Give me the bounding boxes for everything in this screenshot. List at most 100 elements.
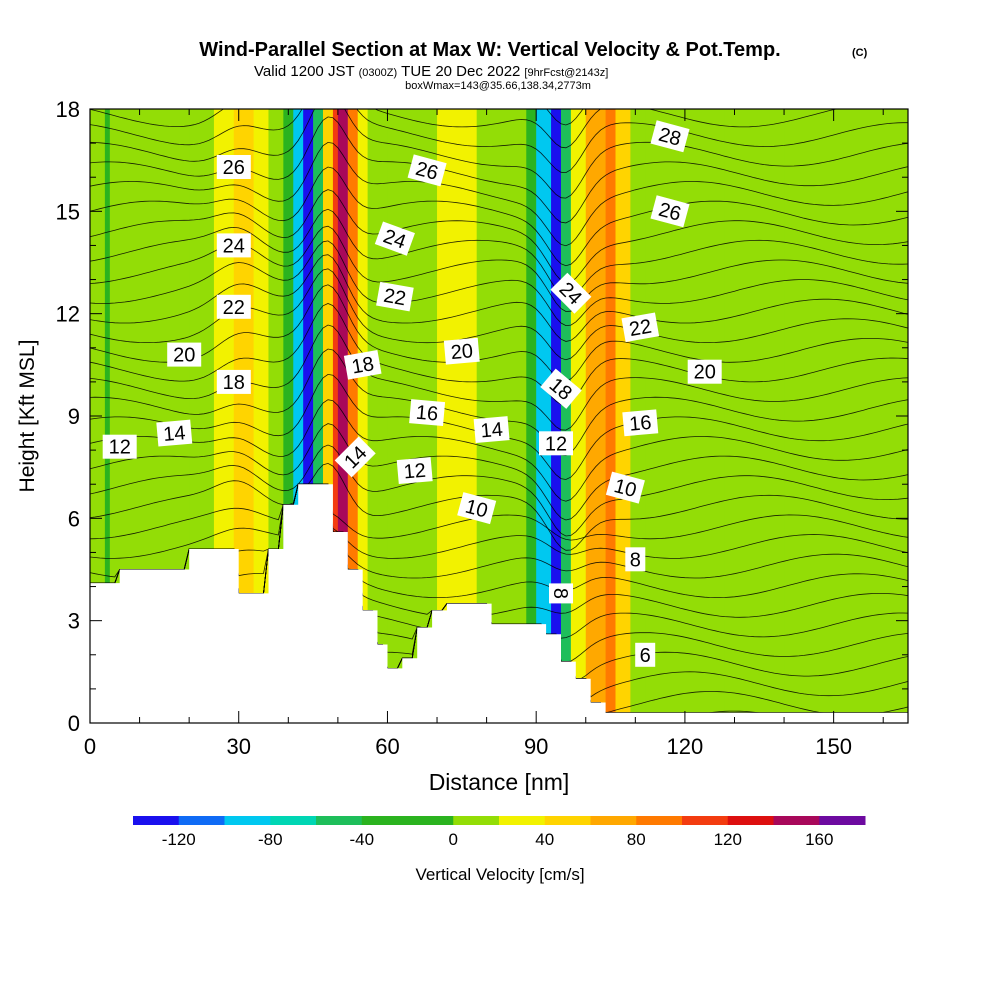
- velocity-band: [303, 109, 314, 723]
- colorbar-label: Vertical Velocity [cm/s]: [415, 865, 584, 884]
- x-tick-label: 120: [667, 734, 704, 759]
- contour-label: 12: [539, 431, 573, 456]
- contour-label-box: [622, 409, 659, 437]
- isentrope: [90, 483, 908, 559]
- velocity-band: [551, 109, 562, 723]
- isentrope: [90, 462, 908, 551]
- contour-label-box: [167, 342, 202, 367]
- contour-label: 22: [621, 312, 660, 343]
- subtitle-forecast: [9hrFcst@2143z]: [524, 67, 608, 79]
- contour-label: 12: [102, 434, 137, 459]
- contour-label-box: [343, 350, 382, 380]
- contour-label-box: [687, 359, 722, 384]
- colorbar: -120 -80 -40 0 40 80 120 160: [133, 816, 866, 849]
- contour-label: 14: [473, 416, 510, 444]
- velocity-band: [784, 109, 908, 723]
- velocity-band: [283, 109, 294, 723]
- velocity-band: [293, 109, 304, 723]
- contour-label-box: [540, 368, 582, 409]
- isentrope: [90, 92, 908, 105]
- contour-label: 20: [687, 359, 722, 384]
- y-tick-label: 9: [68, 404, 80, 429]
- contour-label-text: 24: [223, 235, 245, 257]
- contour-label: 20: [167, 342, 202, 367]
- contour-label-text: 14: [480, 419, 504, 443]
- colorbar-tick-label: 0: [449, 830, 458, 849]
- colorbar-swatch: [316, 816, 363, 825]
- contour-label-text: 22: [628, 316, 654, 342]
- x-tick-label: 150: [815, 734, 852, 759]
- contour-label: 8: [625, 547, 646, 572]
- contour-label-text: 16: [628, 412, 652, 436]
- isentrope: [90, 166, 908, 267]
- contour-label-box: [334, 436, 376, 478]
- contour-label: 22: [376, 281, 414, 312]
- contour-label-box: [407, 154, 447, 187]
- contour-label-box: [396, 457, 433, 485]
- contour-label-text: 26: [223, 157, 245, 179]
- contour-label-box: [376, 281, 414, 312]
- colorbar-swatch: [178, 816, 225, 825]
- contour-label: 24: [216, 233, 251, 258]
- colorbar-swatch: [773, 816, 820, 825]
- contour-label-text: 18: [223, 372, 245, 394]
- contour-label-box: [621, 312, 660, 343]
- contour-label-text: 20: [173, 345, 195, 367]
- isentrope: [90, 423, 908, 521]
- y-tick-label: 15: [56, 199, 80, 224]
- colorbar-swatch: [727, 816, 774, 825]
- y-tick-label: 12: [56, 302, 80, 327]
- subtitle-box: boxWmax=143@35.66,138.34,2773m: [405, 80, 591, 92]
- contour-label: 20: [443, 337, 480, 365]
- title-units: (C): [852, 47, 868, 59]
- contour-label-text: 20: [694, 362, 716, 384]
- contour-label-text: 8: [630, 549, 641, 571]
- contour-label-text: 18: [350, 353, 376, 379]
- x-axis-label: Distance [nm]: [429, 769, 570, 795]
- colorbar-swatch: [407, 816, 454, 825]
- colorbar-tick-label: 80: [627, 830, 646, 849]
- contour-label: 8: [549, 583, 573, 604]
- contour-label-box: [216, 155, 251, 179]
- contour-label-box: [216, 233, 251, 258]
- contour-label: 14: [156, 419, 193, 447]
- colorbar-tick-label: -120: [162, 830, 196, 849]
- velocity-band: [313, 109, 324, 723]
- contour-label-text: 12: [403, 460, 427, 484]
- velocity-band: [357, 109, 369, 723]
- y-tick-label: 6: [68, 506, 80, 531]
- contour-label: 22: [216, 294, 251, 319]
- colorbar-swatch: [270, 816, 317, 825]
- contour-label-text: 12: [545, 433, 567, 455]
- isentrope: [90, 254, 908, 342]
- colorbar-swatch: [133, 816, 180, 825]
- contour-label-box: [102, 434, 137, 459]
- colorbar-tick-label: -80: [258, 830, 283, 849]
- isentrope: [90, 444, 908, 537]
- y-axis: 0 3 6 9 12 15 18: [56, 97, 908, 736]
- y-tick-label: 0: [68, 711, 80, 736]
- isentrope: [90, 208, 908, 299]
- velocity-band: [714, 109, 726, 723]
- chart-title: Wind-Parallel Section at Max W: Vertical…: [199, 39, 780, 61]
- plot-area: [90, 92, 908, 723]
- isentrope: [90, 141, 908, 247]
- contour-label-text: 20: [450, 340, 474, 364]
- contour-label: 10: [605, 471, 645, 504]
- isentrope: [90, 109, 908, 199]
- colorbar-tick-label: 160: [805, 830, 833, 849]
- contour-label: 18: [216, 369, 251, 394]
- contour-label-box: [539, 431, 573, 456]
- contour-label-box: [650, 120, 690, 153]
- contour-label: 16: [409, 399, 446, 427]
- colorbar-swatch: [819, 816, 866, 825]
- contour-label: 6: [635, 642, 656, 667]
- subtitle-date: TUE 20 Dec 2022: [401, 63, 520, 80]
- isentrope: [90, 240, 908, 327]
- velocity-band: [332, 109, 339, 723]
- contour-label-box: [156, 419, 193, 447]
- contour-label: 16: [622, 409, 659, 437]
- velocity-band: [347, 109, 359, 723]
- contour-label-box: [457, 492, 497, 525]
